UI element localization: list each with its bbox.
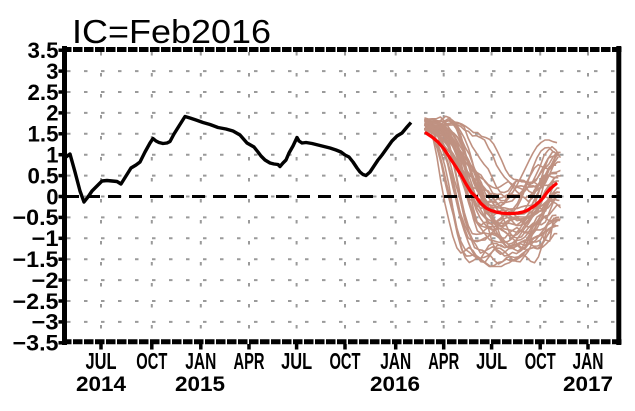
svg-text:JAN: JAN [185, 348, 216, 374]
svg-text:2016: 2016 [370, 373, 420, 396]
svg-text:OCT: OCT [525, 348, 556, 374]
svg-text:2: 2 [46, 101, 58, 126]
svg-text:−0.5: −0.5 [13, 205, 59, 230]
svg-text:1.5: 1.5 [28, 122, 59, 147]
svg-text:JAN: JAN [573, 348, 604, 374]
svg-text:1: 1 [46, 143, 58, 168]
svg-text:JUL: JUL [86, 348, 117, 374]
svg-text:−1.5: −1.5 [13, 247, 59, 272]
svg-text:APR: APR [428, 348, 459, 374]
svg-text:2014: 2014 [76, 373, 126, 396]
svg-text:−2: −2 [32, 268, 59, 293]
svg-text:−1: −1 [32, 226, 59, 251]
svg-text:3: 3 [46, 59, 58, 84]
svg-text:−3: −3 [32, 310, 59, 335]
svg-text:JUL: JUL [281, 348, 312, 374]
svg-text:JUL: JUL [476, 348, 507, 374]
svg-text:OCT: OCT [136, 348, 167, 374]
svg-text:−2.5: −2.5 [13, 289, 59, 314]
svg-text:APR: APR [234, 348, 265, 374]
svg-text:2017: 2017 [563, 373, 613, 396]
svg-text:−3.5: −3.5 [13, 331, 59, 356]
svg-text:2015: 2015 [175, 373, 225, 396]
svg-text:JAN: JAN [380, 348, 411, 374]
svg-text:0.5: 0.5 [28, 163, 59, 188]
svg-text:OCT: OCT [330, 348, 361, 374]
svg-text:0: 0 [46, 184, 58, 209]
svg-text:3.5: 3.5 [28, 38, 59, 63]
svg-text:2.5: 2.5 [28, 80, 59, 105]
svg-text:IC=Feb2016: IC=Feb2016 [72, 13, 271, 50]
